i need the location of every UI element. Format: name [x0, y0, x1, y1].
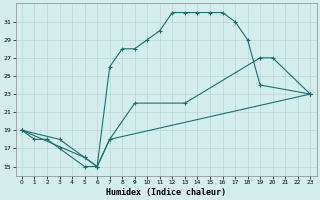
X-axis label: Humidex (Indice chaleur): Humidex (Indice chaleur) — [106, 188, 226, 197]
